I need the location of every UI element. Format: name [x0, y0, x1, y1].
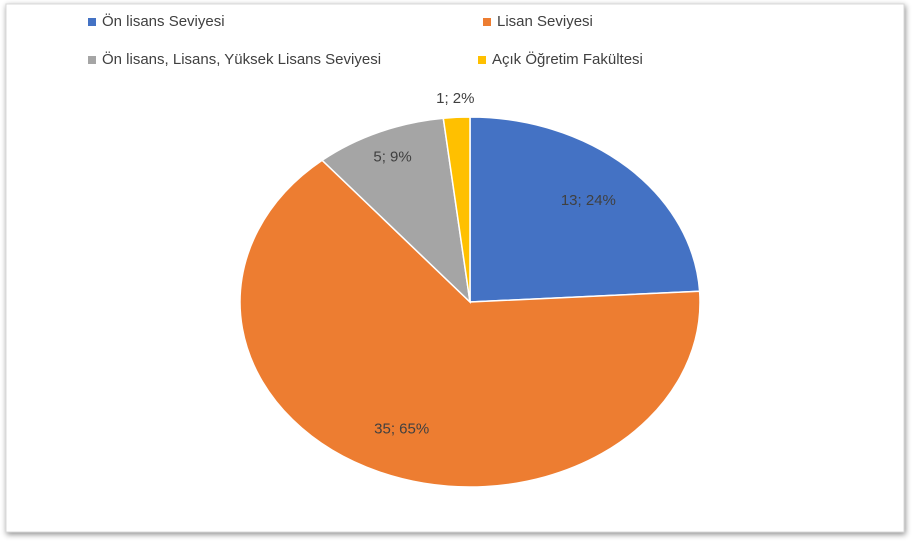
pie-slice: [239, 159, 701, 488]
legend-swatch: [88, 18, 96, 26]
legend-swatch: [478, 56, 486, 64]
data-label: 35; 65%: [374, 420, 429, 437]
legend-label: Ön lisans Seviyesi: [102, 12, 225, 30]
legend-swatch: [483, 18, 491, 26]
data-label: 13; 24%: [561, 192, 616, 209]
legend-label: Açık Öğretim Fakültesi: [492, 50, 643, 68]
legend-label: Lisan Seviyesi: [497, 13, 593, 30]
pie-slice: [469, 116, 701, 303]
data-label: 5; 9%: [373, 149, 411, 166]
data-label: 1; 2%: [436, 90, 474, 107]
pie-slice: [442, 116, 471, 303]
pie-slice: [320, 117, 472, 305]
legend-label: Ön lisans, Lisans, Yüksek Lisans Seviyes…: [102, 50, 381, 68]
legend-swatch: [88, 56, 96, 64]
